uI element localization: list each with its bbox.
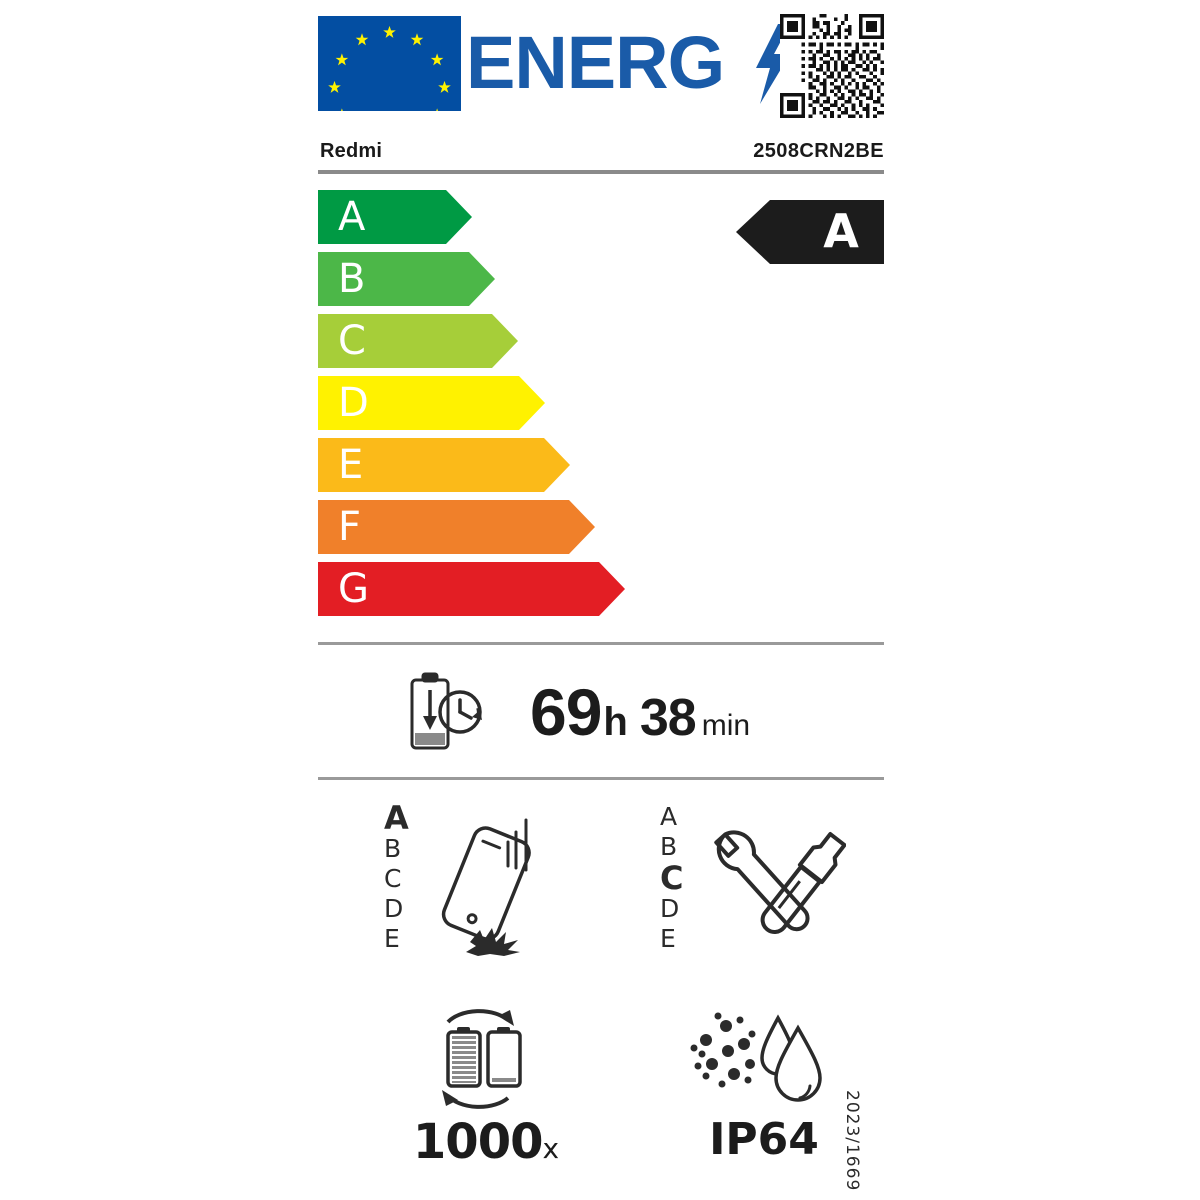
grade-letter-a: A [338, 194, 366, 240]
grade-letter-f: F [338, 504, 362, 550]
grade-letter-e: E [338, 442, 364, 488]
brand-name: Redmi [320, 140, 383, 162]
grade-arrow-f [318, 500, 595, 554]
battery-cycles-section: 1000x [376, 1006, 596, 1186]
battery-hours: 69 [530, 675, 602, 749]
dust-water-icon [682, 1006, 832, 1110]
battery-cycle-icon [404, 1006, 554, 1110]
repair-class-ladder: A B C D E [660, 802, 700, 954]
battery-life-section: 69h 38 min [318, 662, 884, 770]
repairability-section: A B C D E [660, 802, 860, 972]
repair-class-b: B [660, 832, 678, 861]
drop-class-d: D [384, 894, 404, 923]
model-name: 2508CRN2BE [753, 140, 884, 162]
grade-letter-c: C [338, 318, 366, 364]
section-divider [318, 777, 884, 780]
drop-class-b: B [384, 834, 402, 863]
rating-badge-letter: A [823, 204, 859, 258]
grade-letter-b: B [338, 256, 366, 302]
drop-class-a: A [384, 799, 409, 837]
repair-class-e: E [660, 924, 676, 953]
energy-class-scale: A B C D E [318, 190, 884, 626]
battery-cycles-value: 1000x [376, 1114, 596, 1170]
battery-hours-unit: h [603, 700, 628, 744]
section-divider [318, 642, 884, 645]
battery-cycles-number: 1000 [412, 1114, 544, 1170]
ingress-protection-value: IP64 [654, 1114, 874, 1165]
grade-letter-g: G [338, 566, 369, 612]
grade-arrow-d [318, 376, 545, 430]
drop-class-ladder: A B C D E [384, 802, 424, 954]
repair-class-d: D [660, 894, 680, 923]
rating-badge: A [736, 200, 884, 264]
drop-resistance-section: A B C D E [384, 802, 584, 972]
ip-rating-text: IP64 [709, 1114, 819, 1165]
grade-arrow-g [318, 562, 625, 616]
ingress-protection-section: IP64 [654, 1006, 874, 1186]
drop-class-e: E [384, 924, 400, 953]
battery-minutes: 38 [639, 689, 697, 747]
qr-code-icon [780, 14, 884, 118]
battery-minutes-unit: min [701, 709, 751, 742]
repair-class-a: A [660, 802, 678, 831]
grade-arrow-b [318, 252, 495, 306]
battery-clock-icon [398, 670, 490, 754]
lightning-bolt-icon [752, 24, 794, 104]
regulation-number: 2023/1669 [842, 1090, 862, 1192]
brand-row-divider [318, 170, 884, 174]
battery-cycles-suffix: x [542, 1132, 560, 1165]
repair-class-c: C [660, 859, 684, 897]
energ-wordmark: ENERG [466, 21, 725, 104]
grade-arrow-c [318, 314, 518, 368]
grade-arrow-e [318, 438, 570, 492]
wrench-screwdriver-icon [706, 812, 847, 958]
battery-life-value: 69h 38 min [530, 668, 750, 756]
grade-arrow-a [318, 190, 472, 244]
drop-class-c: C [384, 864, 402, 893]
brand-model-row: Redmi 2508CRN2BE [318, 140, 884, 176]
eu-flag-icon [318, 16, 461, 111]
energy-label: ENERG [318, 14, 884, 1192]
phone-drop-icon [430, 812, 570, 958]
grade-letter-d: D [338, 380, 369, 426]
label-header: ENERG [318, 14, 884, 118]
